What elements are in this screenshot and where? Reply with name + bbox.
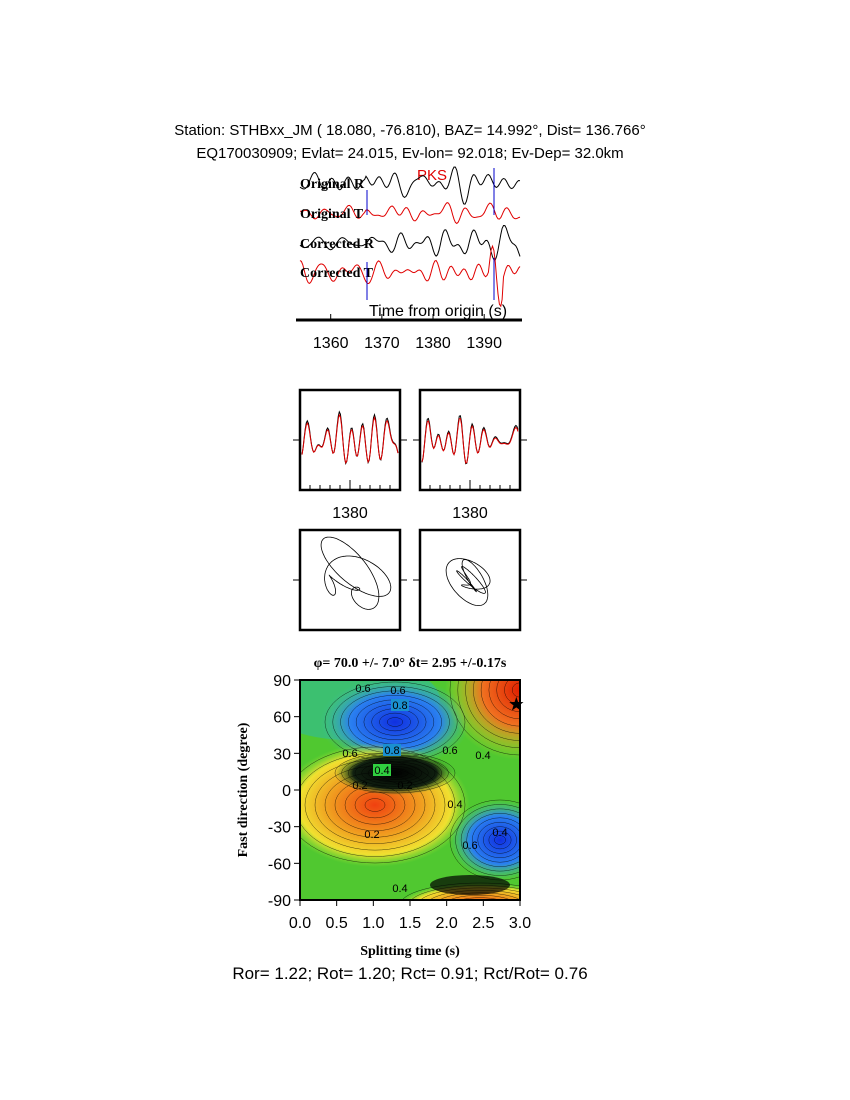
contour-label: 0.8 bbox=[384, 745, 399, 757]
x-tick-label: 1.5 bbox=[399, 915, 421, 932]
contour-line bbox=[477, 821, 520, 859]
contour-line bbox=[438, 892, 520, 900]
contour-line bbox=[379, 712, 411, 732]
contour-line bbox=[511, 682, 520, 698]
contour-line bbox=[354, 759, 436, 787]
x-tick-label: 1360 bbox=[313, 335, 349, 352]
contour-line bbox=[368, 763, 422, 783]
x-tick-label: 1.0 bbox=[362, 915, 384, 932]
x-tick-label: 1380 bbox=[415, 335, 451, 352]
contour-label: 0.6 bbox=[462, 840, 477, 852]
contour-label-bg bbox=[373, 764, 391, 776]
x-tick-label: 2.0 bbox=[436, 915, 458, 932]
panel-frame bbox=[418, 528, 522, 632]
contour-label-bg bbox=[383, 744, 401, 756]
y-tick-label: -90 bbox=[268, 893, 291, 910]
map-title: φ= 70.0 +/- 7.0° δt= 2.95 +/-0.17s bbox=[314, 656, 507, 671]
map-x-label: Splitting time (s) bbox=[360, 944, 460, 959]
waveform bbox=[301, 413, 399, 465]
contour-line bbox=[429, 890, 520, 900]
x-tick-label: 1370 bbox=[364, 335, 400, 352]
panel-frame bbox=[298, 528, 402, 632]
y-tick-label: 0 bbox=[282, 783, 291, 800]
waveform bbox=[299, 202, 521, 225]
y-tick-label: 60 bbox=[273, 710, 291, 727]
contour-line bbox=[475, 899, 485, 900]
contour-line bbox=[300, 753, 456, 857]
trace-label: Corrected T bbox=[300, 266, 374, 281]
x-tick-label: 1390 bbox=[466, 335, 502, 352]
waveform bbox=[299, 166, 521, 205]
contour-label: 0.4 bbox=[447, 799, 462, 811]
contour-label: 0.8 bbox=[392, 700, 407, 712]
contour-label: 0.2 bbox=[364, 829, 379, 841]
contour-label: 0.4 bbox=[392, 883, 407, 895]
contour-line bbox=[483, 826, 517, 854]
contour-line bbox=[420, 887, 520, 900]
contour-line bbox=[466, 813, 520, 867]
contour-line bbox=[401, 882, 520, 900]
contour-line bbox=[304, 759, 446, 851]
contour-line bbox=[488, 830, 512, 850]
y-tick-label: -60 bbox=[268, 856, 291, 873]
contour-line bbox=[473, 680, 520, 734]
y-tick-label: -30 bbox=[268, 820, 291, 837]
waveform bbox=[299, 224, 521, 261]
header-line2: EQ170030909; Evlat= 24.015, Ev-lon= 92.0… bbox=[196, 145, 623, 162]
x-tick-label: 1380 bbox=[452, 505, 488, 522]
contour-line bbox=[410, 885, 520, 900]
contour-label-bg bbox=[391, 699, 409, 711]
trace-label: Corrected R bbox=[300, 237, 375, 252]
contour-line bbox=[480, 680, 520, 727]
waveform bbox=[299, 244, 521, 308]
contour-line bbox=[455, 804, 520, 876]
contour-line bbox=[504, 680, 520, 705]
contour-label: 0.6 bbox=[355, 683, 370, 695]
waveform bbox=[421, 417, 519, 464]
x-tick-label: 0.0 bbox=[289, 915, 311, 932]
phase-label: PKS bbox=[417, 167, 447, 184]
contour-label: 0.4 bbox=[475, 750, 490, 762]
contour-line bbox=[348, 757, 442, 789]
contour-line bbox=[386, 717, 404, 727]
misfit-map: 0.6 0.6 0.8 0.6 0.8 0.6 0.4 0.2 0.2 0.4 0.4 0.2 0.4 0… bbox=[300, 680, 520, 908]
contour-line bbox=[471, 903, 489, 908]
time-axis-label: Time from origin (s) bbox=[369, 303, 507, 320]
contour-label: 0.6 bbox=[390, 685, 405, 697]
contour-line bbox=[449, 799, 520, 881]
contour-line bbox=[344, 785, 406, 825]
header-line1: Station: STHBxx_JM ( 18.080, -76.810), B… bbox=[174, 122, 645, 139]
contour-line bbox=[364, 798, 386, 812]
footer: Ror= 1.22; Rot= 1.20; Rct= 0.91; Rct/Rot… bbox=[232, 964, 587, 983]
contour-label: 0.4 bbox=[374, 765, 389, 777]
contour-line bbox=[459, 897, 501, 900]
best-fit-star bbox=[509, 696, 524, 711]
x-tick-label: 2.5 bbox=[472, 915, 494, 932]
contour-label: 0.6 bbox=[342, 748, 357, 760]
contour-label: 0.4 bbox=[492, 827, 507, 839]
trace-label: Original R bbox=[300, 177, 365, 192]
contour-line bbox=[471, 817, 520, 863]
y-tick-label: 90 bbox=[273, 673, 291, 690]
contour-line bbox=[494, 835, 506, 845]
map-y-label: Fast direction (degree) bbox=[236, 722, 251, 857]
contour-label: 0.6 bbox=[442, 745, 457, 757]
x-tick-label: 0.5 bbox=[326, 915, 348, 932]
x-tick-label: 1380 bbox=[332, 505, 368, 522]
contour-line bbox=[448, 894, 512, 900]
contour-line bbox=[449, 680, 520, 756]
contour-label: 0.2 bbox=[352, 780, 367, 792]
trace-label: Original T bbox=[300, 207, 364, 222]
contour-line bbox=[361, 761, 429, 785]
contour-line bbox=[460, 808, 520, 872]
x-tick-label: 3.0 bbox=[509, 915, 531, 932]
contour-line bbox=[334, 778, 416, 832]
particle-motion bbox=[320, 536, 392, 610]
y-tick-label: 30 bbox=[273, 746, 291, 763]
contour-label: 0.2 bbox=[397, 780, 412, 792]
particle-motion bbox=[445, 558, 491, 607]
contour-line bbox=[300, 746, 466, 864]
panel-frame bbox=[298, 388, 402, 492]
